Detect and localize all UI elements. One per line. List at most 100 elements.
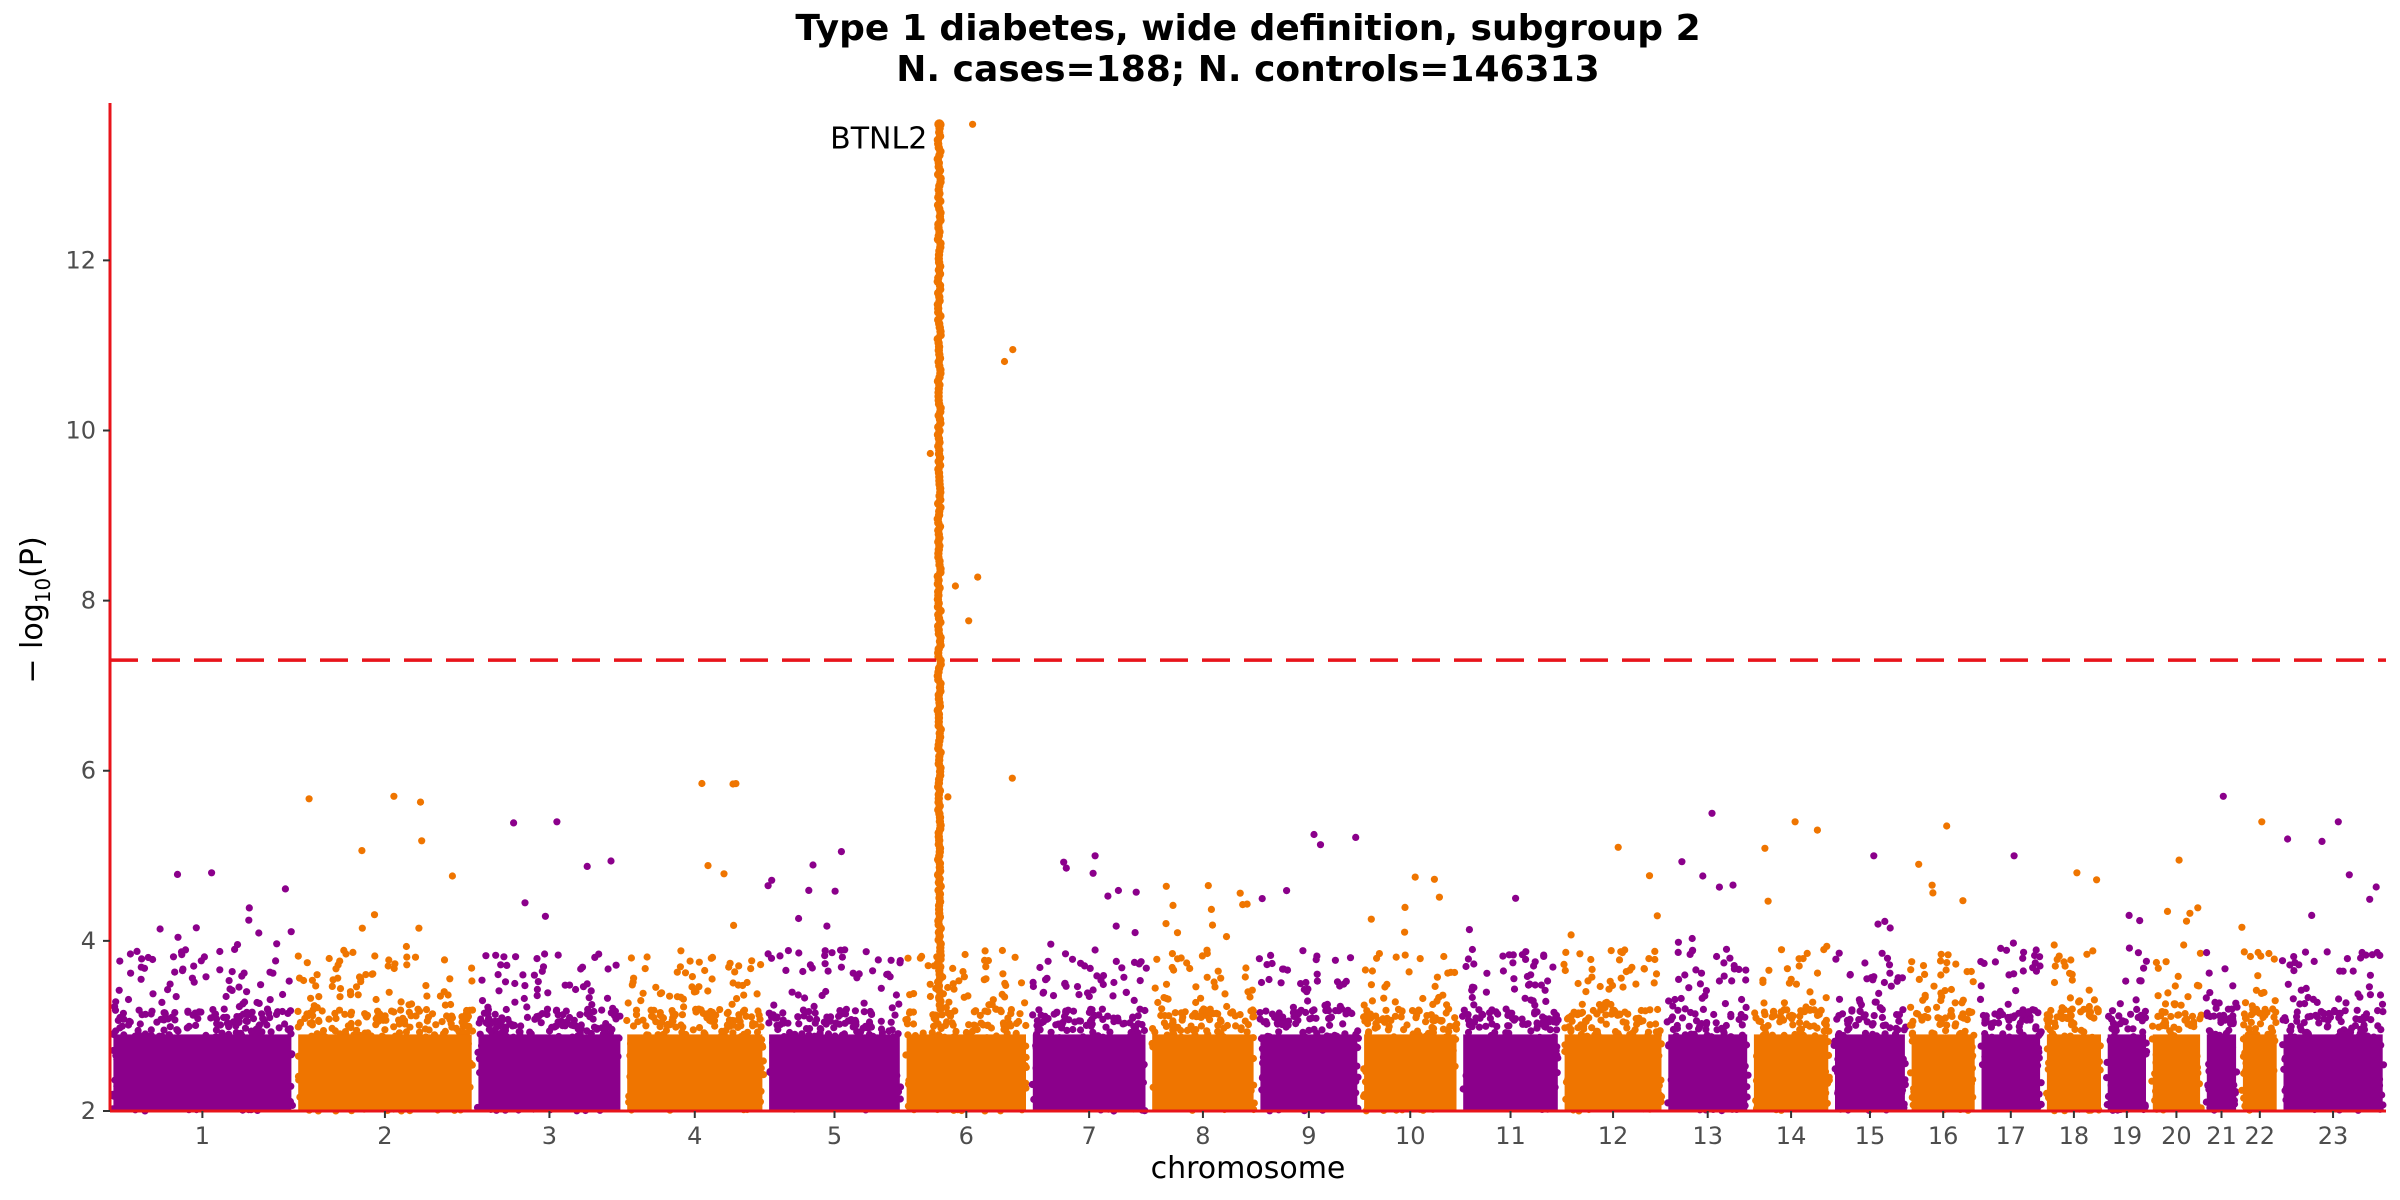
data-point	[751, 1020, 759, 1028]
data-point	[192, 1021, 200, 1029]
data-point	[629, 1022, 638, 1030]
data-point	[1169, 1020, 1177, 1029]
data-point	[1000, 357, 1009, 366]
data-point	[851, 1007, 860, 1015]
data-point	[1917, 1013, 1925, 1021]
data-point	[1527, 1027, 1535, 1035]
data-point	[358, 924, 366, 932]
data-point	[1959, 897, 1967, 905]
data-point	[2010, 970, 2018, 978]
data-point	[216, 1021, 225, 1029]
data-point	[944, 793, 952, 801]
data-point	[2037, 1028, 2045, 1036]
data-point	[1685, 984, 1693, 992]
chromosome-5-band	[769, 1034, 900, 1111]
data-point	[1381, 983, 1389, 991]
data-point	[1439, 1025, 1447, 1033]
data-point	[1855, 996, 1863, 1004]
data-point	[1518, 1015, 1526, 1023]
data-point	[281, 885, 289, 893]
data-point	[160, 1026, 168, 1034]
data-point	[169, 953, 178, 961]
data-point	[1275, 1028, 1283, 1036]
data-point	[1921, 970, 1929, 979]
chromosome-6-band	[906, 1034, 1026, 1111]
data-point	[982, 963, 990, 971]
data-point	[877, 1017, 885, 1025]
data-point	[806, 1025, 814, 1033]
data-point	[2005, 1023, 2013, 1031]
data-point	[2015, 1023, 2023, 1031]
peak-point	[1310, 830, 1318, 839]
data-point	[981, 947, 989, 955]
data-point	[1472, 1014, 1480, 1022]
data-point	[1607, 1010, 1616, 1018]
data-point	[1977, 958, 1985, 966]
data-point	[642, 1022, 650, 1030]
data-point	[695, 1024, 704, 1032]
data-point	[2044, 1019, 2052, 1027]
data-point	[1653, 912, 1661, 920]
data-point	[1258, 895, 1266, 903]
data-point	[1086, 964, 1094, 973]
data-point	[441, 1001, 449, 1009]
data-point	[1726, 954, 1734, 962]
chromosome-18-points	[2043, 869, 2104, 1115]
data-point	[1742, 966, 1750, 974]
data-point	[408, 1000, 416, 1008]
data-point	[704, 862, 712, 870]
data-point	[1255, 955, 1263, 963]
data-point	[438, 1018, 446, 1026]
data-point	[1203, 1027, 1211, 1035]
data-point	[1654, 1005, 1662, 1014]
data-point	[1068, 955, 1077, 963]
data-point	[1381, 1018, 1389, 1026]
data-point	[1192, 998, 1200, 1007]
data-point	[233, 941, 242, 949]
data-point	[368, 970, 376, 978]
data-point	[1168, 950, 1176, 958]
data-point	[1468, 986, 1476, 994]
chromosome-19-points	[2103, 911, 2151, 1114]
data-point	[1869, 976, 1877, 984]
data-point	[1262, 1007, 1270, 1015]
data-point	[294, 952, 302, 960]
data-point	[1730, 962, 1738, 970]
data-point	[2066, 969, 2074, 977]
data-point	[1885, 961, 1894, 969]
data-point	[1110, 1014, 1118, 1022]
data-point	[1149, 1025, 1157, 1033]
data-point	[440, 956, 449, 964]
data-point	[1246, 993, 1254, 1001]
data-point	[1529, 997, 1537, 1005]
data-point	[1562, 948, 1570, 957]
data-point	[862, 1023, 870, 1032]
data-point	[1104, 892, 1112, 900]
data-point	[688, 973, 697, 981]
data-point	[1422, 1018, 1430, 1026]
data-point	[1135, 960, 1143, 968]
data-point	[1728, 977, 1736, 985]
data-point	[680, 1003, 688, 1011]
data-point	[1509, 959, 1517, 967]
data-point	[1542, 997, 1550, 1006]
data-point	[1464, 1028, 1473, 1036]
data-point	[269, 969, 277, 977]
data-point	[1991, 1010, 1999, 1018]
data-point	[259, 1014, 267, 1023]
data-point	[930, 1022, 938, 1030]
data-point	[2108, 1007, 2117, 1015]
data-point	[137, 975, 145, 983]
data-point	[1268, 959, 1276, 968]
data-point	[1574, 979, 1582, 988]
data-point	[997, 1008, 1005, 1016]
data-point	[1699, 872, 1707, 880]
data-point	[511, 979, 519, 988]
data-point	[530, 971, 539, 979]
data-point	[1560, 960, 1568, 969]
data-point	[747, 1013, 756, 1021]
data-point	[726, 959, 734, 967]
data-point	[1431, 982, 1439, 991]
data-point	[637, 997, 645, 1005]
data-point	[998, 946, 1007, 955]
